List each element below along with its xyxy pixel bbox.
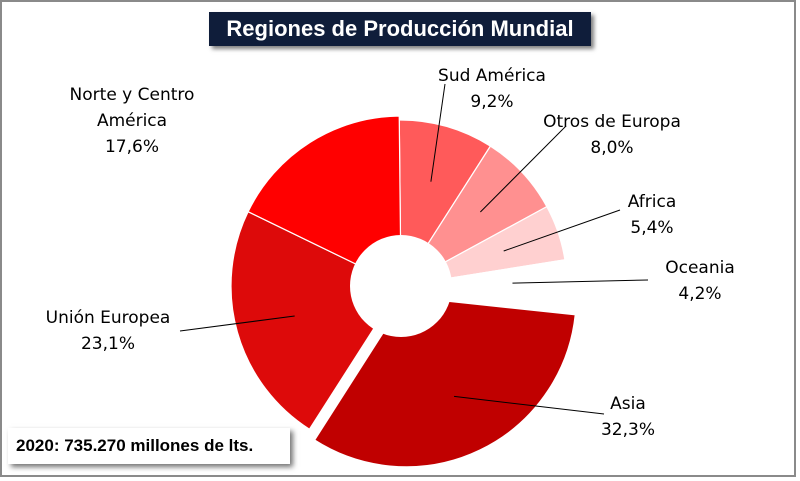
slice-label: Sud América 9,2%	[438, 66, 546, 112]
slice-percent: 4,2%	[678, 284, 721, 304]
pie-slice-asia	[313, 296, 576, 468]
slice-name: Sud América	[438, 66, 546, 86]
slice-percent: 9,2%	[470, 92, 513, 112]
slice-percent: 23,1%	[81, 334, 135, 354]
slice-name: Asia	[610, 394, 646, 414]
pie-slice-norte-y-centro-américa	[247, 115, 402, 287]
leader-line	[503, 209, 621, 252]
leader-line	[454, 395, 605, 415]
leader-line	[512, 279, 649, 284]
slice-percent: 32,3%	[601, 420, 655, 440]
leader-line	[480, 125, 567, 213]
slice-name: América	[97, 111, 167, 131]
slice-label: Asia 32,3%	[601, 394, 655, 440]
slice-label: Unión Europea 23,1%	[46, 308, 171, 354]
leader-line	[430, 83, 446, 182]
slice-percent: 5,4%	[630, 218, 673, 238]
slice-label: Oceania 4,2%	[665, 258, 735, 304]
slice-name: Oceania	[665, 258, 735, 278]
leader-line	[179, 315, 295, 332]
donut-hole	[350, 235, 452, 337]
slice-percent: 17,6%	[105, 137, 159, 157]
slice-percent: 8,0%	[590, 138, 633, 158]
slice-label: Norte y Centro América 17,6%	[70, 85, 195, 157]
chart-title: Regiones de Producción Mundial	[209, 12, 591, 46]
total-production-note: 2020: 735.270 millones de lts.	[8, 428, 290, 464]
slice-label: Africa 5,4%	[628, 192, 677, 238]
slice-name: Norte y Centro	[70, 85, 195, 105]
slice-label: Otros de Europa 8,0%	[543, 112, 681, 158]
slice-name: Africa	[628, 192, 677, 212]
slice-name: Otros de Europa	[543, 112, 681, 132]
slice-name: Unión Europea	[46, 308, 171, 328]
